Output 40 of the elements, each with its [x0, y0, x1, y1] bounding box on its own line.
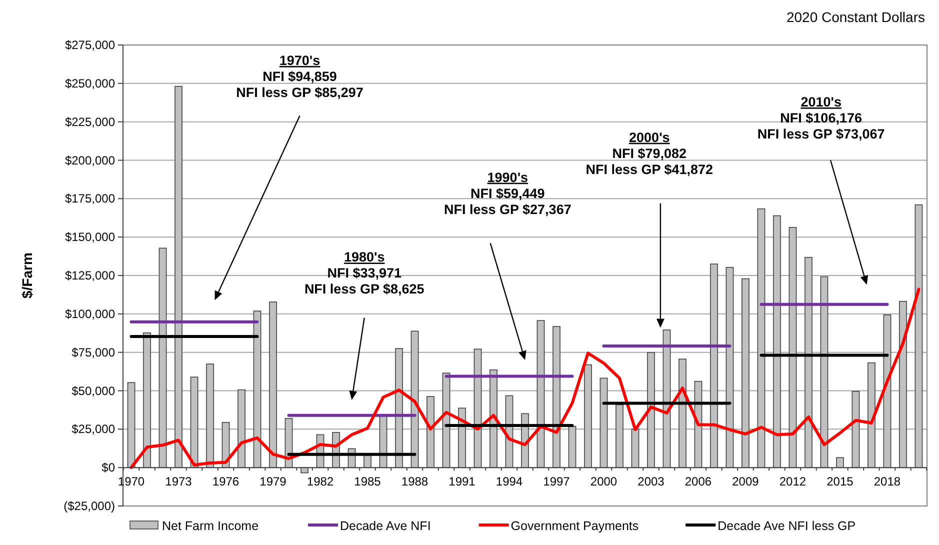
- annotation: 2010's NFI $106,176 NFI less GP $73,067: [757, 94, 885, 142]
- x-tick-label: 2003: [638, 474, 665, 489]
- y-tick-label: $175,000: [64, 192, 116, 206]
- y-tick-label: $125,000: [64, 268, 116, 282]
- x-tick-label: 2012: [779, 474, 806, 489]
- legend-label: Government Payments: [510, 519, 639, 533]
- y-tick-label: ($25,000): [64, 499, 115, 513]
- y-tick-label: $150,000: [64, 230, 116, 244]
- x-tick-label: 2009: [732, 474, 760, 489]
- y-tick-label: $50,000: [72, 384, 116, 398]
- annotation: 2000's NFI $79,082 NFI less GP $41,872: [586, 130, 714, 177]
- x-tick-label: 1982: [306, 474, 334, 489]
- x-tick-label: 1997: [543, 474, 570, 489]
- y-tick-label: $25,000: [72, 422, 116, 436]
- x-tick-label: 1973: [165, 474, 192, 489]
- x-tick-label: 2015: [826, 474, 854, 489]
- x-tick-label: 1979: [260, 474, 287, 489]
- x-tick-label: 2000: [590, 474, 618, 489]
- y-tick-label: $275,000: [64, 38, 116, 52]
- y-tick-label: $225,000: [64, 114, 116, 129]
- legend-label: Net Farm Income: [162, 519, 259, 533]
- y-tick-label: $0: [102, 460, 116, 475]
- annotation: 1990's NFI $59,449 NFI less GP $27,367: [444, 170, 572, 217]
- x-tick-label: 1994: [496, 474, 523, 489]
- x-tick-label: 2006: [684, 474, 712, 489]
- x-tick-label: 1985: [354, 474, 382, 489]
- legend-label: Decade Ave NFI: [340, 519, 431, 533]
- y-tick-label: $250,000: [64, 76, 116, 90]
- y-axis-title: $/Farm: [19, 252, 35, 298]
- y-tick-label: $75,000: [72, 345, 116, 360]
- annotation: 1970's NFI $94,859 NFI less GP $85,297: [236, 52, 364, 100]
- legend-label: Decade Ave NFI less GP: [718, 519, 856, 533]
- x-tick-label: 2018: [874, 474, 901, 489]
- x-tick-label: 1976: [212, 474, 240, 489]
- chart-title: 2020 Constant Dollars: [786, 9, 925, 25]
- x-tick-label: 1988: [401, 474, 428, 489]
- annotation: 1980's NFI $33,971 NFI less GP $8,625: [304, 250, 425, 297]
- x-tick-label: 1991: [448, 474, 476, 489]
- y-tick-label: $100,000: [64, 306, 116, 321]
- y-tick-label: $200,000: [64, 153, 116, 168]
